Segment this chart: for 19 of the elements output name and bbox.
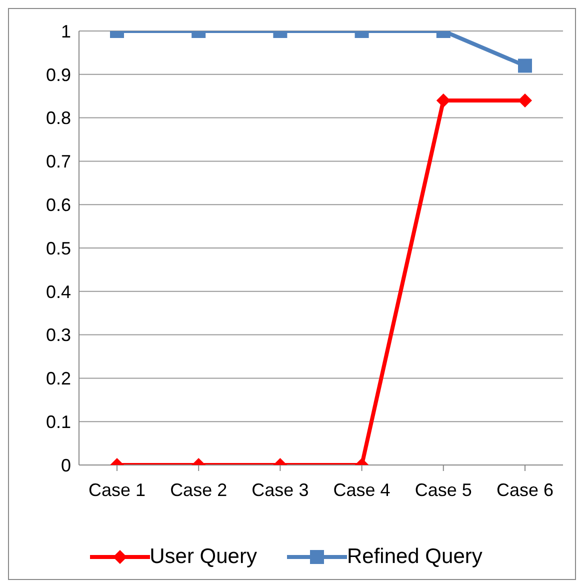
y-tick-label: 0.3	[46, 325, 71, 346]
y-tick-label: 0.1	[46, 412, 71, 432]
y-tick-label: 0.8	[46, 108, 71, 128]
x-tick-label: Case 2	[170, 480, 228, 500]
y-tick-label: 0.9	[46, 64, 71, 85]
legend-label: Refined Query	[346, 545, 482, 569]
x-tick-label: Case 4	[333, 480, 390, 500]
y-tick-label: 0.5	[46, 238, 71, 258]
y-tick-label: 0.6	[46, 194, 71, 215]
x-tick-label: Case 6	[496, 480, 554, 500]
x-tick-label: Case 5	[414, 480, 472, 500]
y-tick-label: 0	[60, 455, 71, 476]
x-tick-label: Case 3	[252, 480, 309, 500]
y-tick-label: 0.7	[46, 152, 71, 172]
x-tick-label: Case 1	[88, 480, 146, 500]
y-tick-label: 1	[60, 21, 71, 42]
y-tick-label: 0.4	[46, 282, 71, 302]
y-tick-label: 0.2	[46, 368, 71, 389]
legend-label: User Query	[150, 545, 257, 569]
